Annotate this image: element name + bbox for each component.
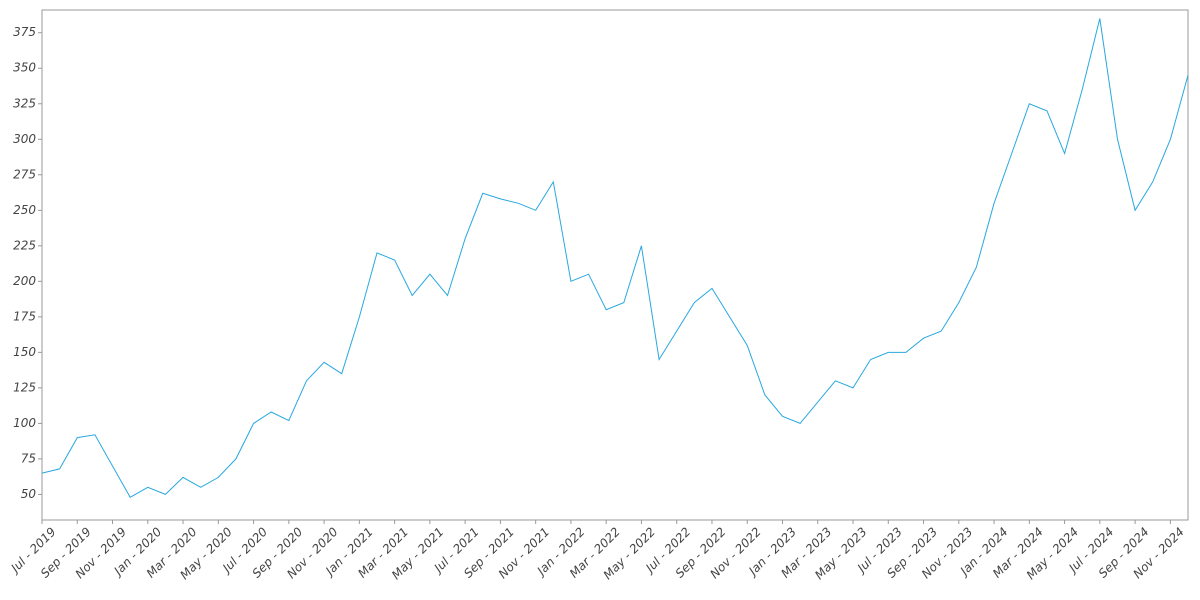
y-tick-label: 325 bbox=[13, 96, 36, 110]
y-tick-label: 50 bbox=[21, 487, 37, 501]
y-tick-label: 375 bbox=[13, 25, 36, 39]
y-tick-label: 75 bbox=[21, 451, 36, 465]
data-line bbox=[41, 18, 1189, 498]
y-tick-label: 250 bbox=[13, 203, 36, 217]
y-tick-label: 300 bbox=[13, 132, 36, 146]
y-tick-label: 175 bbox=[13, 309, 36, 323]
y-tick-label: 150 bbox=[13, 345, 36, 359]
y-tick-label: 275 bbox=[13, 167, 36, 181]
plot-frame bbox=[41, 9, 1189, 521]
y-tick-label: 100 bbox=[13, 416, 36, 430]
y-tick-label: 225 bbox=[13, 238, 36, 252]
y-tick-label: 350 bbox=[13, 61, 36, 75]
y-tick-label: 200 bbox=[13, 274, 36, 288]
y-tick-label: 125 bbox=[13, 380, 36, 394]
